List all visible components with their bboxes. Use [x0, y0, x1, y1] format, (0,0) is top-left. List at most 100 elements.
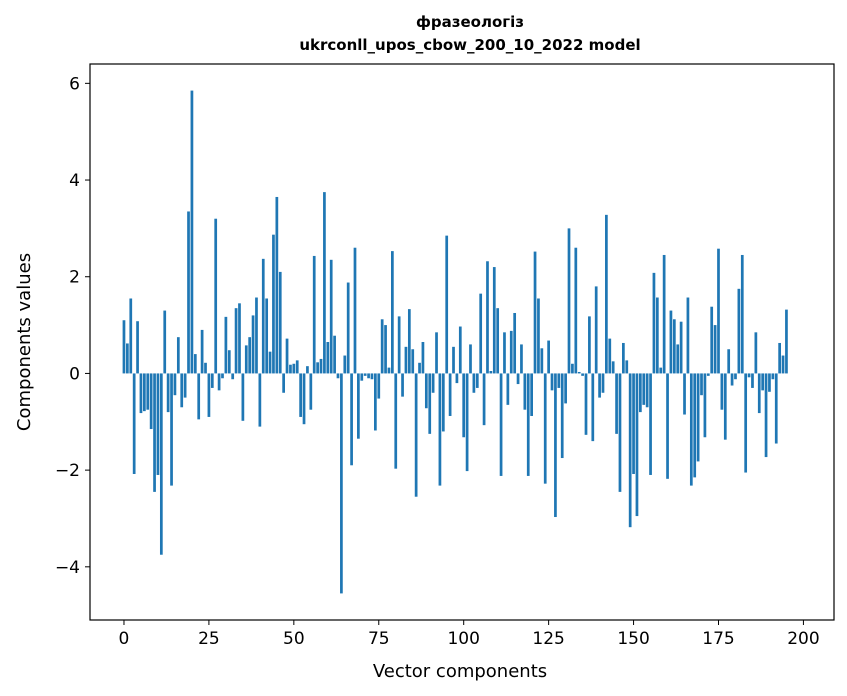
bar-88 — [421, 342, 425, 374]
bar-191 — [771, 373, 775, 380]
x-tick-label: 25 — [198, 629, 220, 649]
bar-75 — [377, 373, 381, 399]
bar-76 — [380, 319, 384, 374]
bar-52 — [299, 373, 302, 417]
bar-143 — [608, 338, 612, 374]
bar-44 — [272, 234, 275, 374]
bar-105 — [479, 293, 483, 374]
bar-98 — [455, 373, 459, 384]
bar-110 — [496, 308, 500, 374]
bar-144 — [611, 361, 615, 374]
bar-100 — [462, 373, 466, 438]
bar-45 — [275, 196, 279, 374]
x-axis-ticks: 0 25 50 75 100 125 150 175 200 — [119, 620, 820, 649]
bar-23 — [200, 329, 204, 374]
bar-156 — [652, 272, 656, 374]
bar-20 — [190, 90, 194, 374]
y-tick-label: 4 — [69, 171, 80, 191]
bar-129 — [560, 373, 564, 459]
bar-5 — [139, 373, 143, 414]
bar-193 — [778, 342, 781, 374]
bar-71 — [363, 373, 367, 376]
x-axis-label: Vector components — [373, 661, 547, 682]
bar-1 — [126, 343, 129, 374]
bar-13 — [166, 373, 170, 413]
bar-132 — [571, 363, 574, 374]
bar-99 — [458, 326, 462, 374]
bar-96 — [448, 373, 452, 416]
bar-40 — [258, 373, 262, 427]
bar-182 — [740, 254, 744, 374]
bar-84 — [407, 309, 411, 374]
bar-123 — [540, 348, 544, 374]
bar-159 — [662, 254, 666, 374]
bar-42 — [265, 298, 269, 374]
bar-121 — [533, 251, 537, 374]
bar-79 — [391, 251, 394, 374]
bar-53 — [302, 373, 306, 425]
bar-65 — [343, 355, 347, 374]
bar-158 — [659, 367, 663, 374]
y-tick-label: −2 — [55, 461, 80, 481]
bar-85 — [411, 349, 415, 374]
bar-179 — [730, 373, 734, 386]
bar-115 — [513, 312, 517, 374]
bar-177 — [723, 373, 727, 440]
bar-108 — [489, 371, 493, 374]
bar-187 — [757, 373, 761, 414]
bar-181 — [737, 288, 741, 374]
bar-91 — [431, 373, 435, 393]
y-axis-label: Components values — [14, 253, 35, 431]
bars-group — [122, 90, 788, 594]
bar-2 — [129, 298, 133, 374]
bar-38 — [251, 315, 255, 374]
bar-47 — [282, 373, 285, 393]
bar-174 — [713, 325, 717, 374]
bar-106 — [482, 373, 486, 426]
bar-170 — [700, 373, 703, 396]
bar-8 — [149, 373, 153, 430]
bar-140 — [598, 373, 601, 398]
bar-64 — [340, 373, 343, 594]
bar-150 — [632, 373, 635, 474]
bar-86 — [414, 373, 418, 497]
bar-68 — [353, 247, 357, 374]
bar-176 — [720, 373, 724, 410]
bar-131 — [567, 228, 571, 374]
bar-12 — [163, 310, 167, 374]
bar-186 — [754, 332, 758, 374]
plot-area-frame — [89, 63, 835, 621]
bar-107 — [486, 261, 489, 374]
bar-32 — [231, 373, 235, 380]
bar-138 — [591, 373, 595, 442]
bar-16 — [176, 337, 180, 374]
bar-128 — [557, 373, 561, 388]
bar-48 — [285, 338, 289, 374]
bar-188 — [761, 373, 765, 391]
y-tick-label: 0 — [69, 364, 80, 384]
bar-7 — [146, 373, 150, 410]
bar-17 — [180, 373, 184, 408]
bar-189 — [764, 373, 768, 458]
bar-194 — [781, 355, 785, 374]
bar-168 — [693, 373, 697, 478]
bar-167 — [689, 373, 693, 486]
bar-74 — [374, 373, 377, 431]
bar-46 — [278, 271, 282, 374]
bar-78 — [387, 367, 391, 374]
bar-4 — [136, 321, 139, 374]
bar-90 — [428, 373, 432, 434]
bar-37 — [248, 337, 252, 374]
bar-139 — [594, 286, 598, 374]
bar-24 — [204, 362, 207, 374]
bar-116 — [516, 373, 520, 385]
bar-169 — [696, 373, 700, 462]
x-tick-label: 0 — [119, 629, 130, 649]
bar-43 — [268, 351, 272, 374]
chart-subtitle: ukrconll_upos_cbow_200_10_2022 model — [299, 36, 640, 54]
bar-57 — [316, 362, 319, 374]
bar-162 — [672, 319, 676, 374]
bar-73 — [370, 373, 374, 380]
bar-49 — [289, 364, 292, 374]
